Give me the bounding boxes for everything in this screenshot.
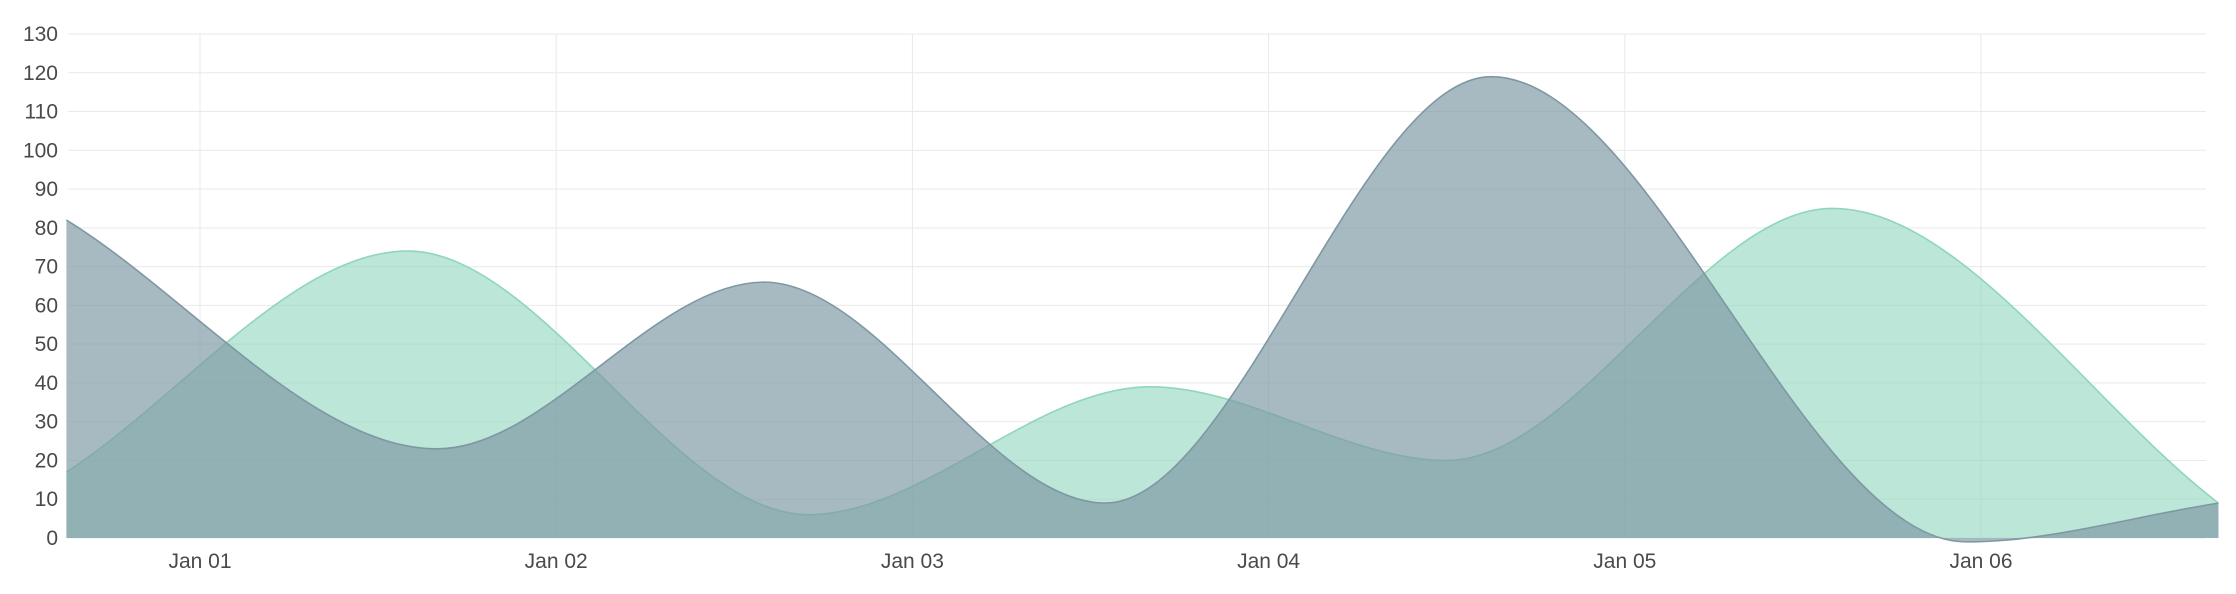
x-tick-label: Jan 05 <box>1593 550 1656 573</box>
y-tick-label: 80 <box>35 217 58 240</box>
x-tick-label: Jan 06 <box>1949 550 2012 573</box>
series-1-line <box>66 75 2219 543</box>
series-layer <box>65 75 2219 543</box>
y-tick-label: 50 <box>35 333 58 356</box>
y-tick-label: 90 <box>35 178 58 201</box>
series-0-line <box>65 207 2219 516</box>
y-tick-label: 110 <box>25 101 58 124</box>
y-tick-label: 120 <box>23 62 58 85</box>
series-1-area <box>66 76 2219 542</box>
y-tick-label: 100 <box>23 139 58 162</box>
y-tick-label: 40 <box>35 372 58 395</box>
y-tick-label: 20 <box>35 449 58 472</box>
y-tick-label: 10 <box>35 488 58 511</box>
y-tick-label: 70 <box>35 256 58 279</box>
y-tick-label: 0 <box>46 527 58 550</box>
y-tick-label: 130 <box>23 23 58 46</box>
y-tick-label: 30 <box>35 411 58 434</box>
x-tick-label: Jan 04 <box>1237 550 1300 573</box>
x-tick-label: Jan 02 <box>525 550 588 573</box>
x-tick-label: Jan 01 <box>168 550 231 573</box>
x-tick-label: Jan 03 <box>881 550 944 573</box>
y-tick-label: 60 <box>35 294 58 317</box>
axis-layer: 0 10 20 30 40 50 60 70 80 90 100 110 120 130 Jan 01 Jan… <box>23 23 2013 573</box>
